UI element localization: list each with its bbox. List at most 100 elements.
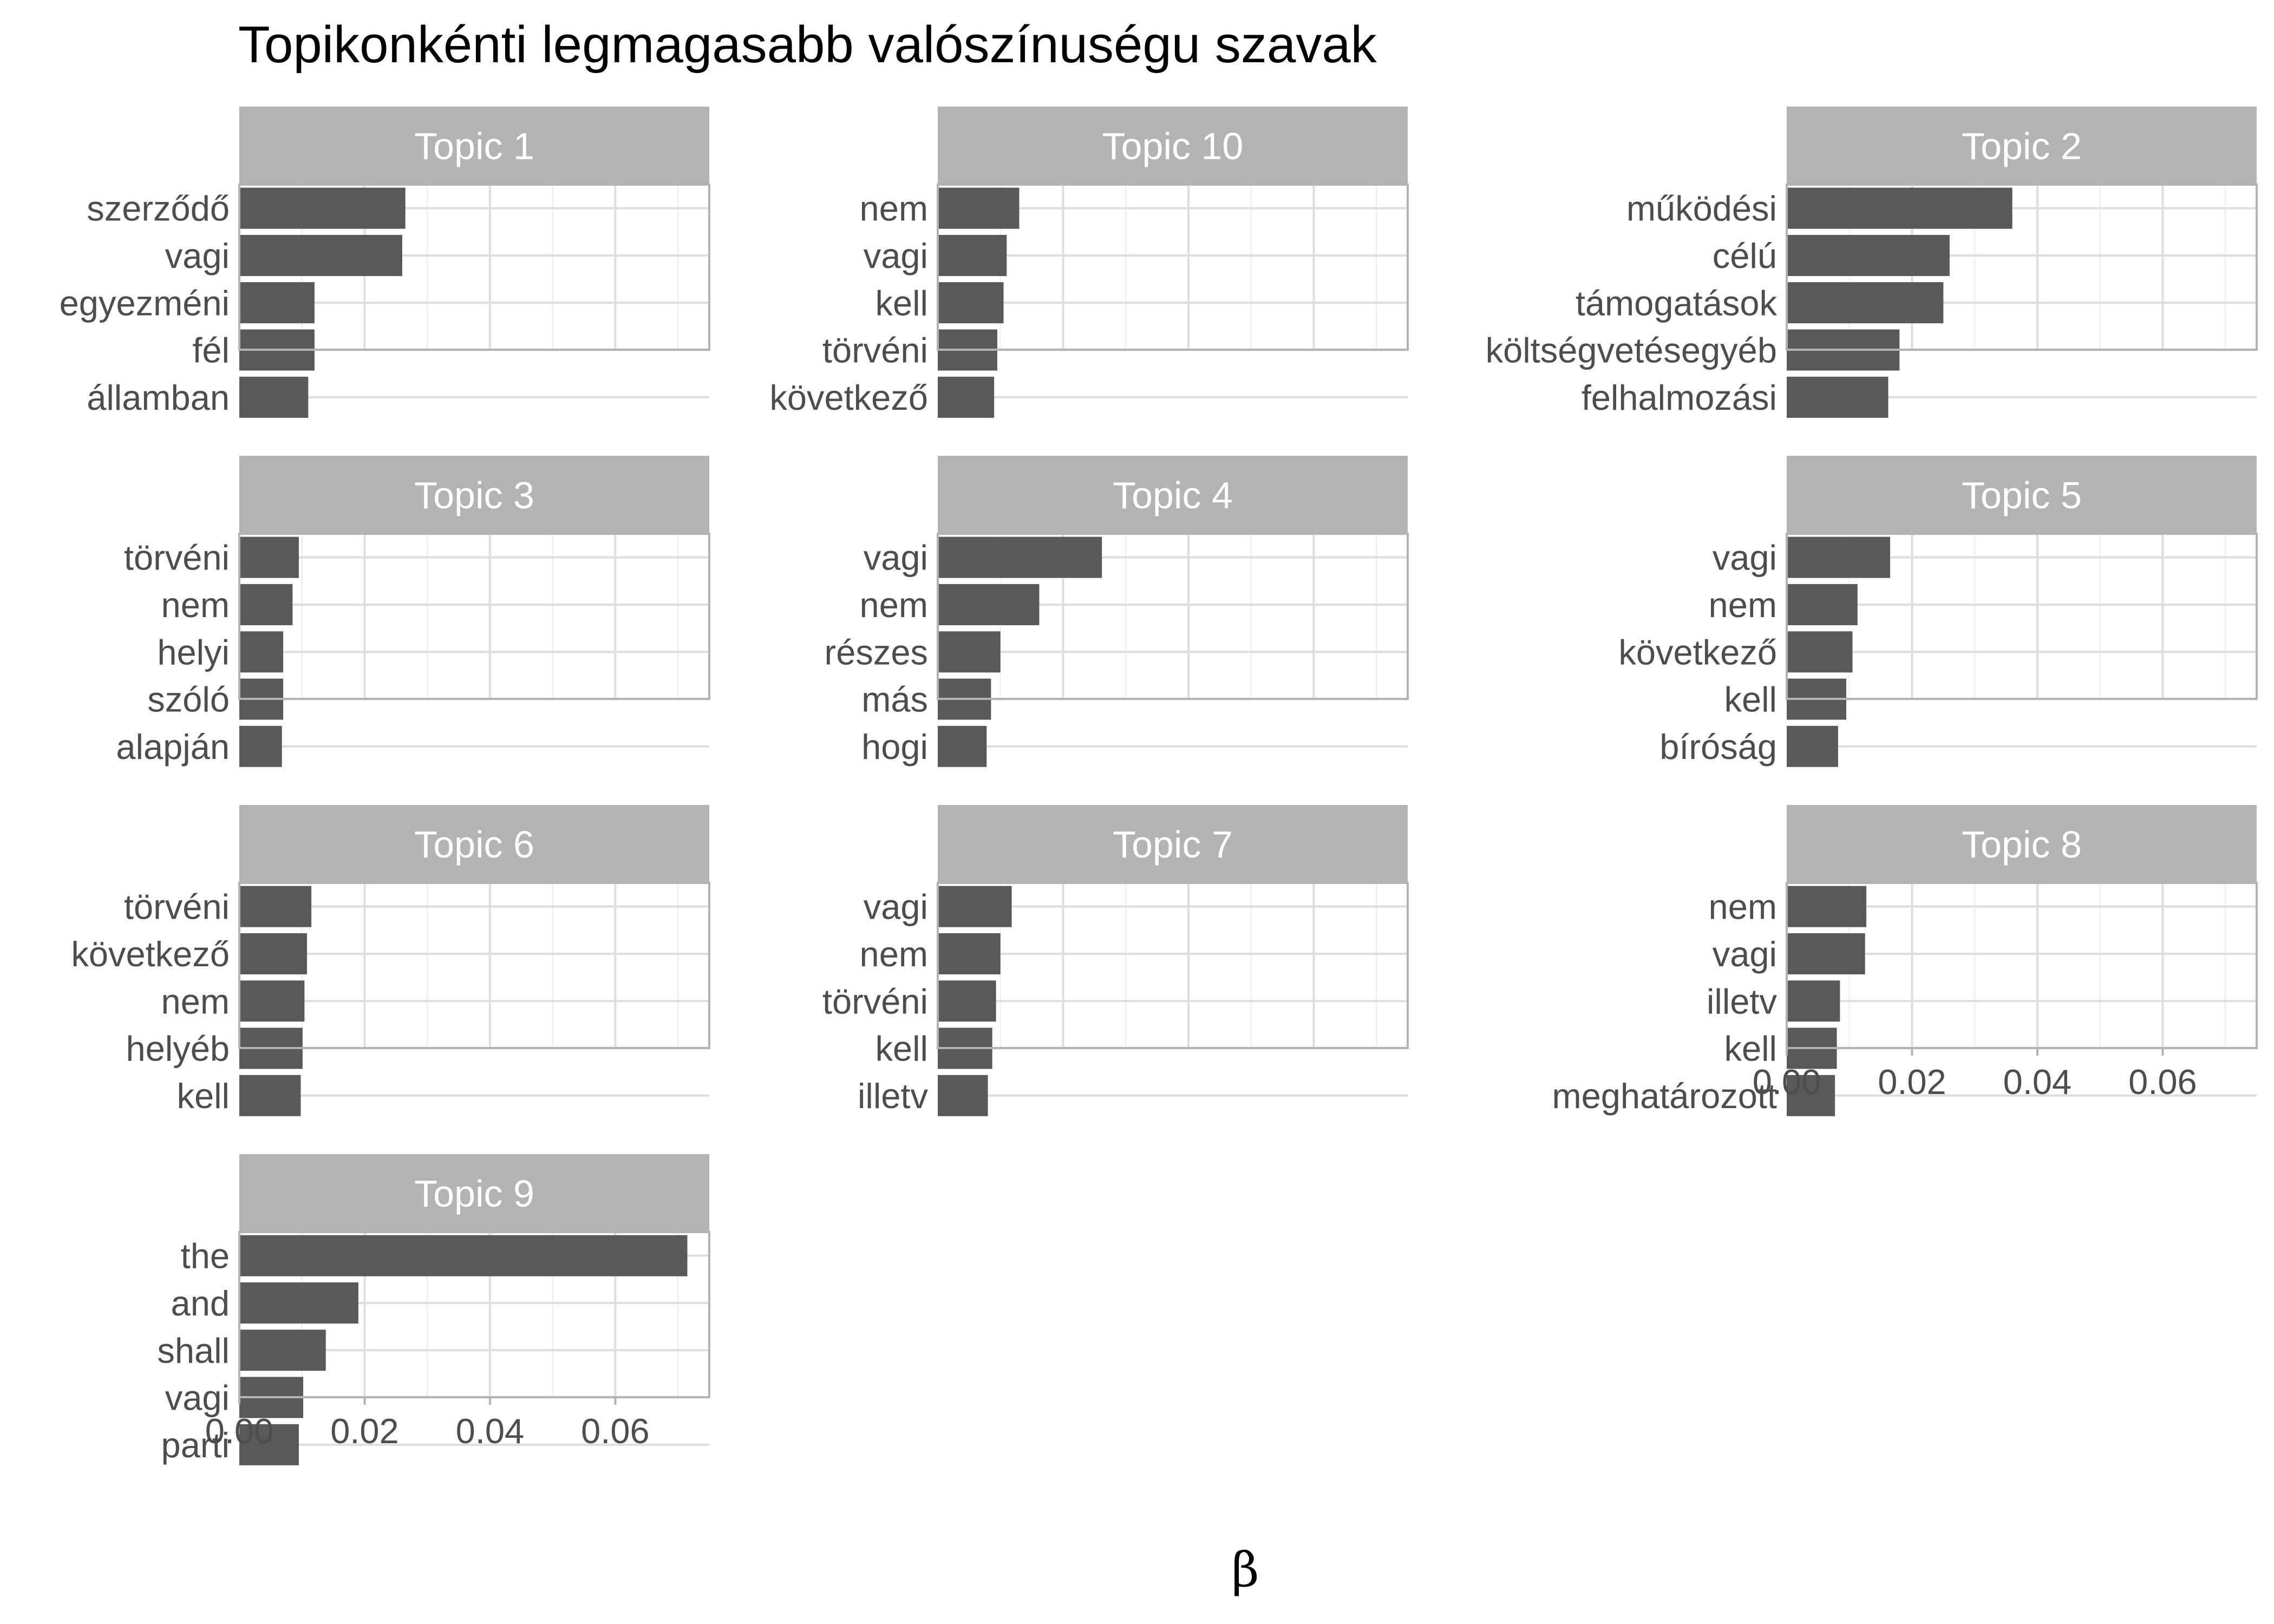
category-label: költségvetésegyéb <box>1486 331 1777 370</box>
category-label: szerződő <box>87 189 230 228</box>
category-label: törvéni <box>822 981 928 1021</box>
category-label: meghatározott <box>1552 1076 1777 1116</box>
bar <box>239 1235 688 1276</box>
category-label: célú <box>1713 236 1777 276</box>
category-label: támogatások <box>1576 283 1778 323</box>
category-label: működési <box>1626 189 1777 228</box>
facet-panel-5: Topic 4 vagi nem részes más hogi <box>825 456 1409 767</box>
category-label: törvéni <box>124 538 230 578</box>
category-label: illetv <box>1707 981 1778 1021</box>
category-label: nem <box>161 981 230 1021</box>
facet-strip <box>1787 456 2257 534</box>
category-label: részes <box>825 632 928 672</box>
bar <box>1787 234 1950 276</box>
panel-border <box>937 882 1409 1049</box>
bar <box>1787 536 1890 578</box>
category-label: más <box>861 680 928 719</box>
category-label: nem <box>860 934 928 974</box>
bar <box>938 933 1001 974</box>
bar <box>239 933 307 974</box>
category-label: and <box>171 1284 230 1323</box>
facet-label: Topic 9 <box>414 1173 534 1215</box>
bar <box>938 584 1040 625</box>
bar <box>239 584 293 625</box>
x-tick-label: 0.04 <box>456 1411 525 1451</box>
facet-label: Topic 3 <box>414 474 534 516</box>
category-label: következő <box>71 934 230 974</box>
category-label: the <box>181 1236 230 1276</box>
facet-panel-6: Topic 5 vagi nem következő kell bíróság <box>1618 456 2258 767</box>
category-label: vagi <box>165 236 230 276</box>
panel-border <box>238 1231 710 1398</box>
category-label: kell <box>1724 1029 1777 1069</box>
category-label: vagi <box>864 236 928 276</box>
bar <box>239 886 312 927</box>
x-axis-title: β <box>1232 1542 1259 1597</box>
category-label: felhalmozási <box>1582 378 1777 417</box>
facet-strip <box>239 805 709 883</box>
panel-border <box>238 882 710 1049</box>
facet-label: Topic 4 <box>1113 474 1233 516</box>
facet-strip <box>239 107 709 185</box>
x-tick-label: 0.00 <box>205 1411 274 1451</box>
category-label: egyezméni <box>60 283 230 323</box>
bar <box>1787 933 1865 974</box>
category-label: kell <box>177 1076 230 1116</box>
facet-strip <box>1787 805 2257 883</box>
bar <box>938 886 1012 927</box>
x-tick-label: 0.00 <box>1753 1062 1821 1102</box>
x-tick-label: 0.02 <box>330 1411 399 1451</box>
bar <box>1787 725 1838 767</box>
facet-strip <box>938 456 1408 534</box>
category-label: kell <box>875 283 928 323</box>
facet-panel-7: Topic 6 törvéni következő nem helyéb kell <box>71 805 710 1116</box>
bar <box>239 376 309 418</box>
bar <box>239 234 402 276</box>
panel-border <box>937 533 1409 700</box>
bar <box>938 282 1004 324</box>
bar <box>239 631 284 673</box>
facet-strip <box>938 107 1408 185</box>
category-label: kell <box>1724 680 1777 719</box>
bar <box>239 1424 299 1465</box>
facet-strip <box>938 805 1408 883</box>
facet-label: Topic 1 <box>414 125 534 167</box>
facet-strip <box>239 1154 709 1232</box>
bar <box>239 282 315 324</box>
category-label: következő <box>1618 632 1777 672</box>
bar <box>239 536 299 578</box>
bar <box>1787 282 1944 324</box>
category-label: kell <box>875 1029 928 1069</box>
category-label: következő <box>769 378 928 417</box>
bar <box>938 725 987 767</box>
bar <box>938 1075 988 1116</box>
facet-label: Topic 2 <box>1962 125 2082 167</box>
category-label: nem <box>860 585 928 625</box>
bar <box>938 376 995 418</box>
category-label: vagi <box>864 538 928 578</box>
x-tick-label: 0.04 <box>2003 1062 2072 1102</box>
category-label: vagi <box>1713 934 1777 974</box>
bar <box>1787 631 1853 673</box>
bar <box>239 1282 358 1324</box>
bar <box>938 631 1001 673</box>
panel-border <box>1786 882 2258 1049</box>
bar <box>938 536 1102 578</box>
bar <box>239 1330 326 1371</box>
category-label: nem <box>1709 585 1777 625</box>
x-tick-label: 0.06 <box>581 1411 650 1451</box>
panel-border <box>1786 184 2258 351</box>
panel-border <box>1786 533 2258 700</box>
bar <box>239 187 406 229</box>
category-label: államban <box>87 378 230 417</box>
bar <box>1787 980 1840 1022</box>
facet-panel-8: Topic 7 vagi nem törvéni kell illetv <box>822 805 1409 1116</box>
category-label: helyi <box>157 632 230 672</box>
category-label: törvéni <box>822 331 928 370</box>
category-label: nem <box>161 585 230 625</box>
facet-label: Topic 7 <box>1113 823 1233 866</box>
chart-title: Topikonkénti legmagasabb valószínuségu s… <box>238 16 1377 74</box>
category-label: fél <box>192 331 230 370</box>
category-label: törvéni <box>124 887 230 927</box>
category-label: illetv <box>858 1076 929 1116</box>
